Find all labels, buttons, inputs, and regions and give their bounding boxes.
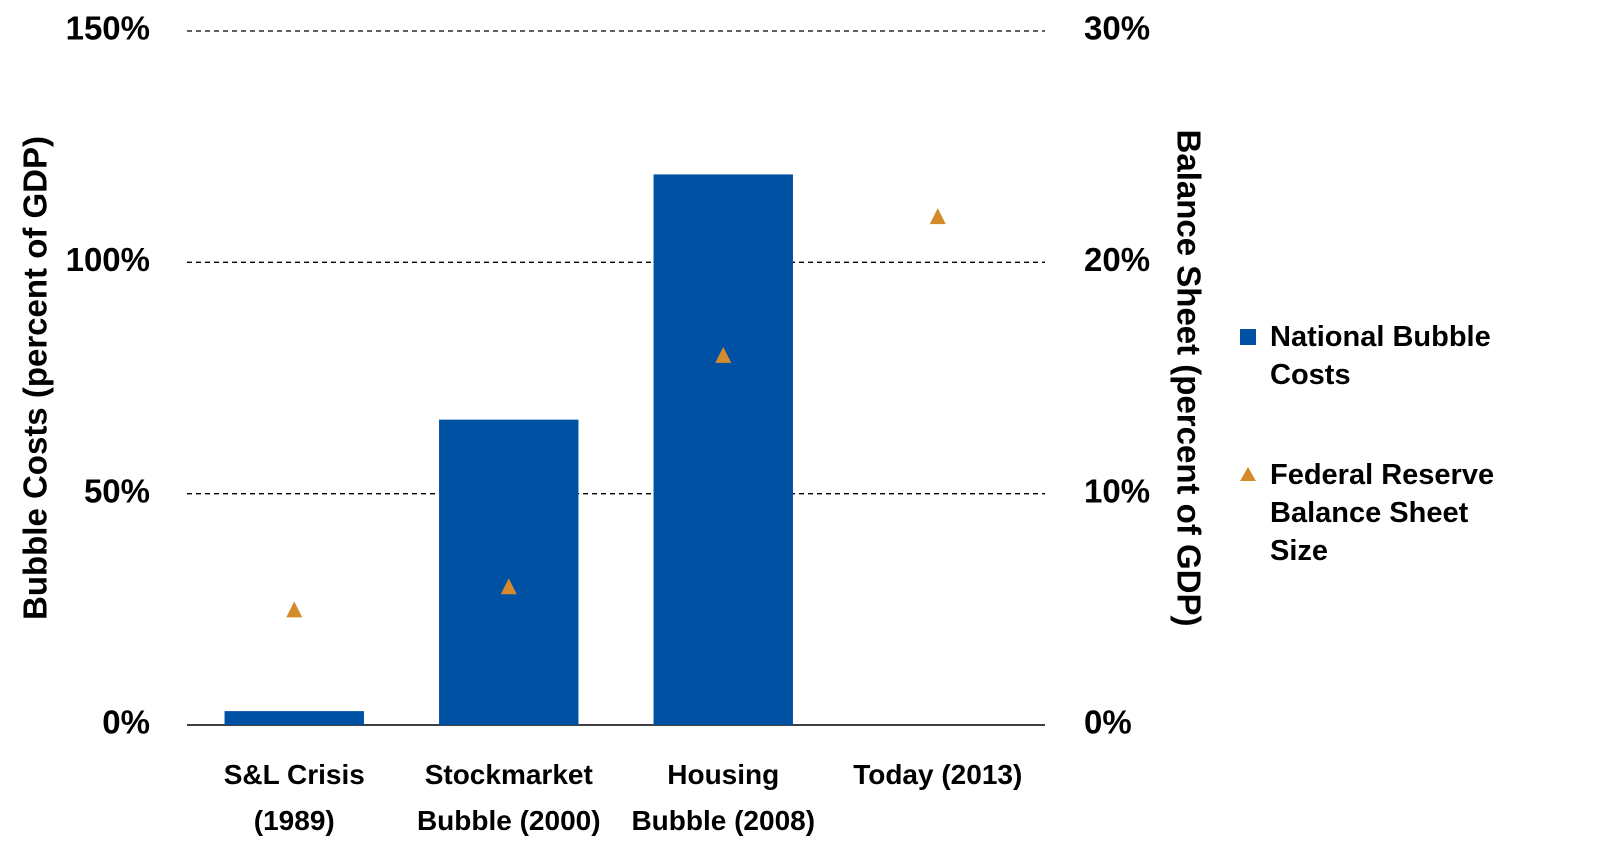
legend-item: Federal Reserve Balance Sheet Size [1240,456,1580,570]
x-tick-label: Today (2013) [853,759,1023,790]
y2-tick-label: 30% [1084,10,1150,47]
y2-axis-title: Balance Sheet (percent of GDP) [1170,130,1207,627]
y-tick-label: 50% [84,472,150,509]
legend-label: Federal Reserve Balance Sheet Size [1270,459,1495,567]
bar [653,174,793,726]
x-tick-label: Housing Bubble (2008) [631,759,816,836]
x-tick-label: S&L Crisis (1989) [223,759,365,836]
legend-label: National Bubble Costs [1270,321,1491,391]
y-tick-label: 100% [66,241,150,278]
y-tick-label: 0% [102,704,150,741]
y2-tick-label: 10% [1084,472,1150,509]
marker [286,601,303,618]
y2-tick-label: 20% [1084,241,1150,278]
legend-item: National Bubble Costs [1240,318,1580,394]
marker [929,208,946,225]
bar [439,419,579,725]
y-tick-label: 150% [66,10,150,47]
y-axis-title: Bubble Costs (percent of GDP) [17,136,54,620]
legend-swatch [1240,329,1256,345]
x-tick-label: Stockmarket Bubble (2000) [416,759,601,836]
marker [715,346,732,363]
legend-swatch [1240,467,1256,481]
y2-tick-label: 0% [1084,704,1132,741]
bar [224,711,364,725]
marker [500,578,517,595]
